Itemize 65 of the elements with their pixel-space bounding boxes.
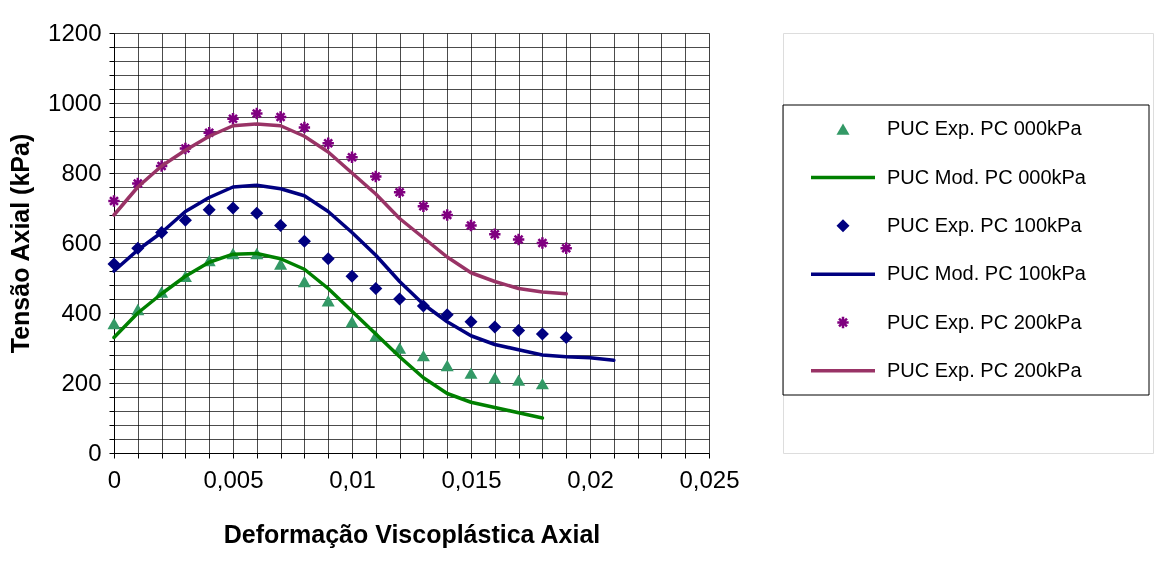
point (297, 234, 311, 248)
point (559, 241, 574, 256)
point (107, 317, 121, 330)
point (107, 257, 121, 271)
x-tick-label: 0 (107, 465, 122, 493)
point (273, 110, 288, 124)
x-tick-label: 0,005 (203, 465, 264, 493)
x-tick-label: 0,02 (567, 465, 614, 493)
point (345, 150, 359, 165)
point (535, 378, 549, 390)
point (440, 359, 454, 372)
point (226, 111, 240, 126)
x-tick-label: 0,025 (679, 465, 740, 493)
legend-label: PUC Exp. PC 200kPa (887, 358, 1083, 381)
y-tick-label: 400 (61, 298, 102, 326)
point (487, 227, 502, 242)
point (559, 330, 573, 345)
point (464, 315, 478, 329)
point (416, 350, 430, 362)
x-tick-label: 0,01 (329, 465, 376, 493)
point (107, 194, 121, 208)
point (321, 252, 335, 266)
point (368, 169, 383, 184)
y-tick-label: 1000 (48, 88, 102, 116)
point (392, 185, 407, 200)
y-tick-label: 200 (61, 368, 102, 396)
point (226, 201, 240, 215)
y-tick-label: 800 (61, 158, 102, 186)
point (488, 372, 502, 384)
point (249, 106, 264, 121)
point (512, 374, 526, 386)
point (369, 281, 383, 296)
point (535, 327, 549, 341)
point (440, 208, 455, 222)
point (488, 320, 502, 334)
y-tick-label: 600 (61, 228, 102, 256)
legend-label: PUC Mod. PC 100kPa (887, 262, 1087, 285)
legend-label: PUC Exp. PC 200kPa (887, 310, 1083, 333)
point (321, 136, 336, 151)
point (512, 323, 526, 338)
point (297, 120, 312, 135)
point (464, 218, 478, 233)
legend-label: PUC Exp. PC 000kPa (887, 117, 1083, 140)
legend-label: PUC Exp. PC 100kPa (887, 213, 1083, 236)
point (274, 218, 288, 233)
point (464, 367, 478, 379)
y-axis-title: Tensão Axial (kPa) (6, 133, 35, 354)
point (345, 269, 359, 283)
legend-label: PUC Mod. PC 000kPa (887, 165, 1087, 188)
point (416, 199, 431, 214)
point (274, 258, 288, 270)
point (250, 206, 264, 220)
x-tick-label: 0,015 (441, 465, 502, 493)
point (345, 316, 359, 328)
point (321, 295, 335, 307)
y-tick-label: 0 (88, 438, 102, 466)
point (297, 275, 311, 288)
point (178, 213, 192, 227)
y-tick-label: 1200 (48, 18, 102, 46)
line-series (112, 122, 568, 296)
x-axis-title: Deformação Viscoplástica Axial (223, 519, 601, 548)
point (511, 232, 526, 247)
point (202, 203, 216, 217)
point (535, 236, 550, 250)
point (393, 292, 407, 306)
